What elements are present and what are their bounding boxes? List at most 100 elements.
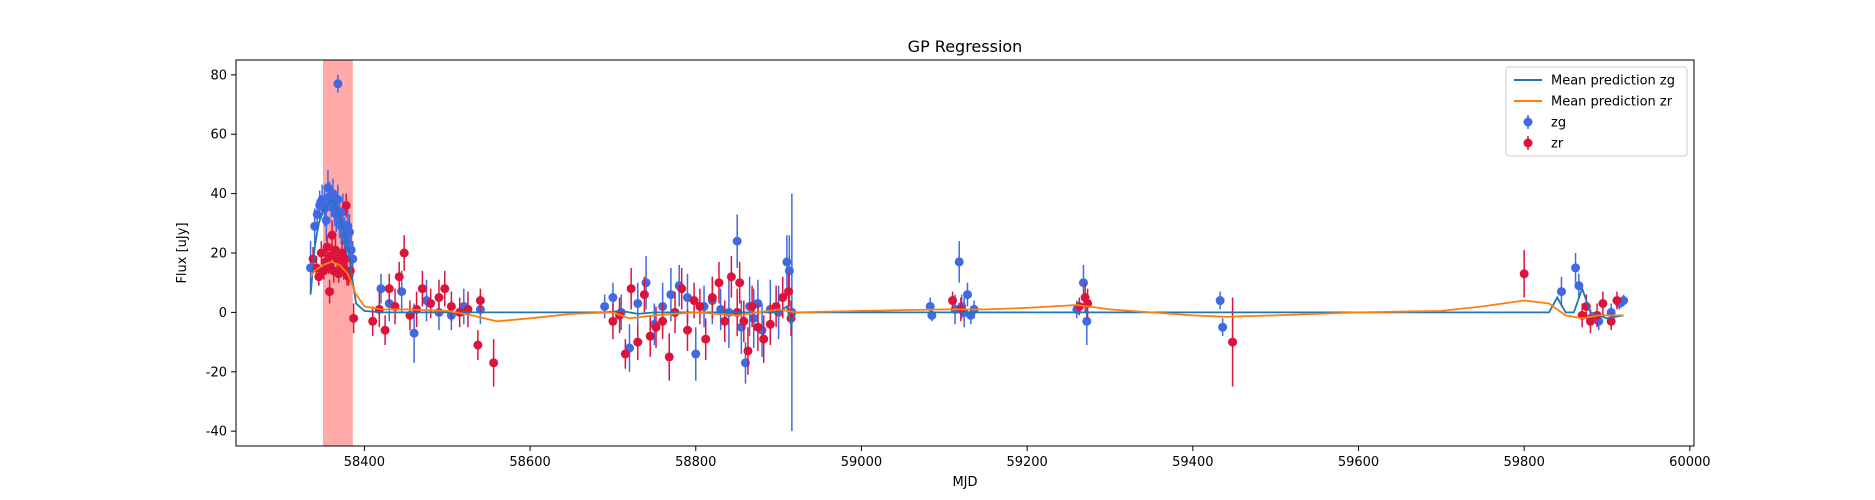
plot-frame	[235, 59, 1695, 447]
legend-box	[1505, 66, 1688, 157]
data-point-zr	[440, 284, 450, 294]
data-point-zr	[341, 200, 351, 210]
data-point-zr	[701, 334, 711, 344]
data-point-zg	[409, 328, 419, 338]
x-tick-label: 59400	[1172, 455, 1213, 470]
data-point-zr	[739, 316, 749, 326]
data-point-zr	[489, 358, 499, 368]
data-point-zr	[707, 293, 717, 303]
data-point-zr	[434, 293, 444, 303]
data-point-zr	[664, 352, 674, 362]
plot-area: 58400 58600 58800 59000 59200 59400 59600 59800…	[206, 59, 1711, 470]
data-point-zr	[626, 284, 636, 294]
data-point-zg	[962, 290, 972, 300]
data-point-zr	[677, 284, 687, 294]
data-point-zg	[1082, 316, 1092, 326]
data-point-zr	[714, 278, 724, 288]
data-point-zr	[695, 301, 705, 311]
series-zg	[306, 74, 1629, 432]
data-point-zr	[1612, 296, 1622, 306]
x-tick-label: 59000	[841, 455, 882, 470]
data-point-zg	[1619, 296, 1629, 306]
data-point-zr	[1519, 269, 1529, 279]
data-point-zg	[1571, 263, 1581, 273]
legend-item-zr: zr	[1523, 136, 1564, 152]
data-point-zg	[633, 298, 643, 308]
data-point-zr	[735, 278, 745, 288]
data-point-zg	[641, 278, 651, 288]
data-point-zr	[682, 325, 692, 335]
data-point-zg	[608, 293, 618, 303]
data-point-zr	[651, 322, 661, 332]
data-point-zr	[658, 316, 668, 326]
data-point-zg	[749, 313, 759, 323]
x-tick-label: 58600	[509, 455, 550, 470]
y-axis: -40 -20 0 20 40 60 80	[206, 68, 236, 440]
legend-item-mean-prediction-zr: Mean prediction zr	[1514, 95, 1673, 110]
legend-item-zg: zg	[1523, 115, 1566, 131]
chart-title: GP Regression	[908, 37, 1023, 56]
data-point-zg	[954, 257, 964, 267]
data-point-zr	[759, 334, 769, 344]
data-point-zr	[475, 296, 485, 306]
legend-label: zr	[1551, 137, 1564, 152]
data-point-zr	[322, 242, 332, 252]
data-point-zr	[1585, 316, 1595, 326]
y-tick-label: 20	[210, 247, 227, 262]
data-point-zg	[666, 290, 676, 300]
data-point-zg	[1556, 287, 1566, 297]
legend-marker-swatch	[1523, 117, 1533, 127]
x-axis: 58400 58600 58800 59000 59200 59400 59600 59800…	[344, 446, 1711, 470]
legend-marker-swatch	[1523, 138, 1533, 148]
data-point-zr	[720, 316, 730, 326]
data-point-zr	[726, 272, 736, 282]
data-point-zr	[1606, 316, 1616, 326]
y-tick-label: -40	[206, 425, 227, 440]
x-tick-label: 58800	[675, 455, 716, 470]
y-tick-label: 60	[210, 128, 227, 143]
data-point-zr	[778, 293, 788, 303]
x-tick-label: 59800	[1503, 455, 1544, 470]
y-tick-label: 0	[219, 306, 227, 321]
data-point-zg	[925, 301, 935, 311]
line-mean-prediction-zr	[309, 260, 1624, 323]
x-tick-label: 60000	[1669, 455, 1710, 470]
data-point-zr	[689, 296, 699, 306]
data-point-zr	[747, 301, 757, 311]
data-point-zg	[321, 215, 331, 225]
data-point-zr	[384, 284, 394, 294]
data-point-zr	[327, 230, 337, 240]
data-point-zr	[1598, 298, 1608, 308]
data-point-zg	[333, 79, 343, 89]
data-point-zr	[368, 316, 378, 326]
y-tick-label: 80	[210, 68, 227, 83]
data-point-zr	[446, 301, 456, 311]
y-axis-label: Flux [uJy]	[175, 222, 190, 283]
data-point-zr	[316, 248, 326, 258]
plot-inner	[306, 60, 1629, 446]
data-point-zr	[639, 290, 649, 300]
series-zr	[308, 193, 1622, 387]
legend-label: Mean prediction zr	[1551, 95, 1673, 110]
x-tick-label: 59200	[1006, 455, 1047, 470]
data-point-zr	[325, 287, 335, 297]
data-point-zr	[620, 349, 630, 359]
y-tick-label: -20	[206, 365, 227, 380]
legend-label: zg	[1551, 116, 1566, 131]
x-tick-label: 58400	[344, 455, 385, 470]
data-point-zg	[1078, 278, 1088, 288]
data-point-zr	[948, 296, 958, 306]
legend-item-mean-prediction-zg: Mean prediction zg	[1514, 74, 1675, 89]
data-point-zr	[645, 331, 655, 341]
data-point-zg	[600, 301, 610, 311]
x-axis-label: MJD	[952, 475, 977, 490]
data-point-zg	[376, 284, 386, 294]
data-point-zg	[333, 195, 343, 205]
data-point-zr	[417, 284, 427, 294]
data-point-zr	[426, 298, 436, 308]
data-point-zr	[314, 272, 324, 282]
data-point-zr	[633, 337, 643, 347]
data-point-zg	[1574, 281, 1584, 291]
data-point-zr	[608, 316, 618, 326]
data-point-zg	[344, 227, 354, 237]
